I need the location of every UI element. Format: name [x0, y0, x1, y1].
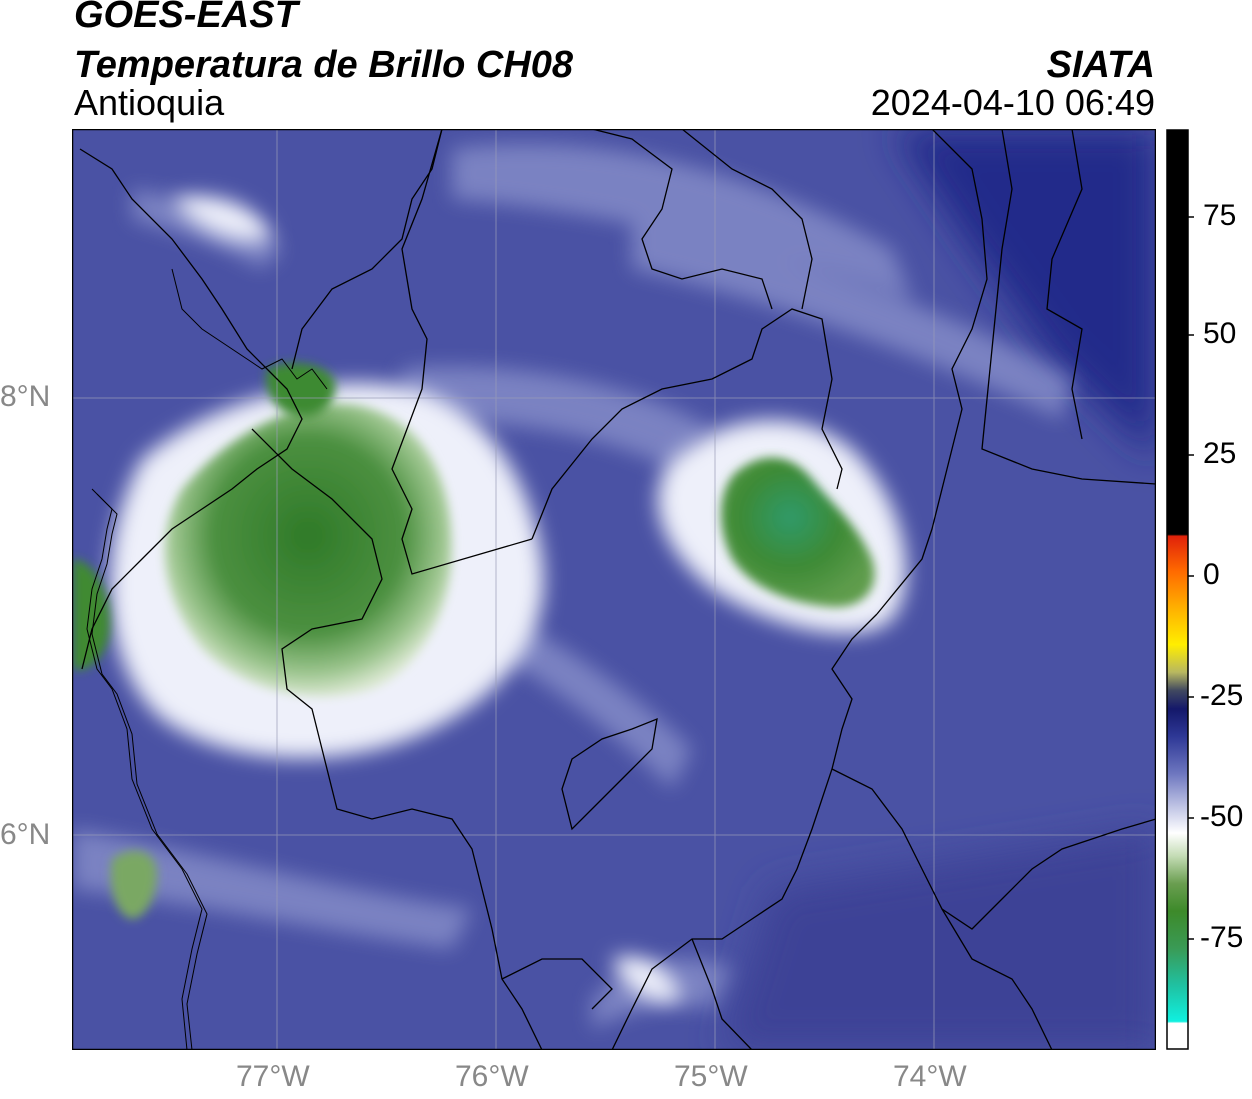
central-convective-cell: [720, 457, 875, 608]
colorbar-tick-minus75: -75: [1200, 921, 1244, 954]
map-panel: [72, 129, 1156, 1050]
datetime-label: 2024-04-10 06:49: [870, 82, 1155, 123]
region-label: Antioquia: [74, 82, 225, 123]
colorbar-tick-minus25: -25: [1200, 679, 1244, 712]
colorbar-tick-50: 50: [1203, 317, 1237, 350]
lon-label-75w: 75°W: [674, 1060, 748, 1093]
lat-label-6n: 6°N: [0, 818, 51, 851]
colorbar: [1166, 129, 1194, 1050]
graticule: [72, 129, 1156, 1050]
product-title: Temperatura de Brillo CH08: [74, 44, 574, 86]
map-frame: [72, 129, 1156, 1050]
administrative-borders: [79, 129, 1156, 1050]
coastline: [86, 268, 328, 1050]
agency-label: SIATA: [1046, 44, 1155, 86]
colorbar-ticks: [1188, 216, 1194, 940]
colorbar-tick-75: 75: [1203, 199, 1237, 232]
lon-label-74w: 74°W: [893, 1060, 967, 1093]
satellite-title: GOES-EAST: [74, 0, 298, 36]
colorbar-tick-25: 25: [1203, 437, 1237, 470]
lat-label-8n: 8°N: [0, 380, 51, 413]
colorbar-gradient: [1166, 129, 1189, 1050]
southwest-cell: [110, 850, 157, 919]
dark-cloud-free-region: [892, 129, 1156, 459]
colorbar-tick-minus50: -50: [1200, 800, 1244, 833]
lon-label-77w: 77°W: [236, 1060, 310, 1093]
western-convective-system: [164, 403, 452, 697]
lon-label-76w: 76°W: [455, 1060, 529, 1093]
west-edge-cell: [72, 559, 111, 670]
colorbar-tick-0: 0: [1203, 558, 1220, 591]
dark-region-south: [722, 829, 1156, 1050]
